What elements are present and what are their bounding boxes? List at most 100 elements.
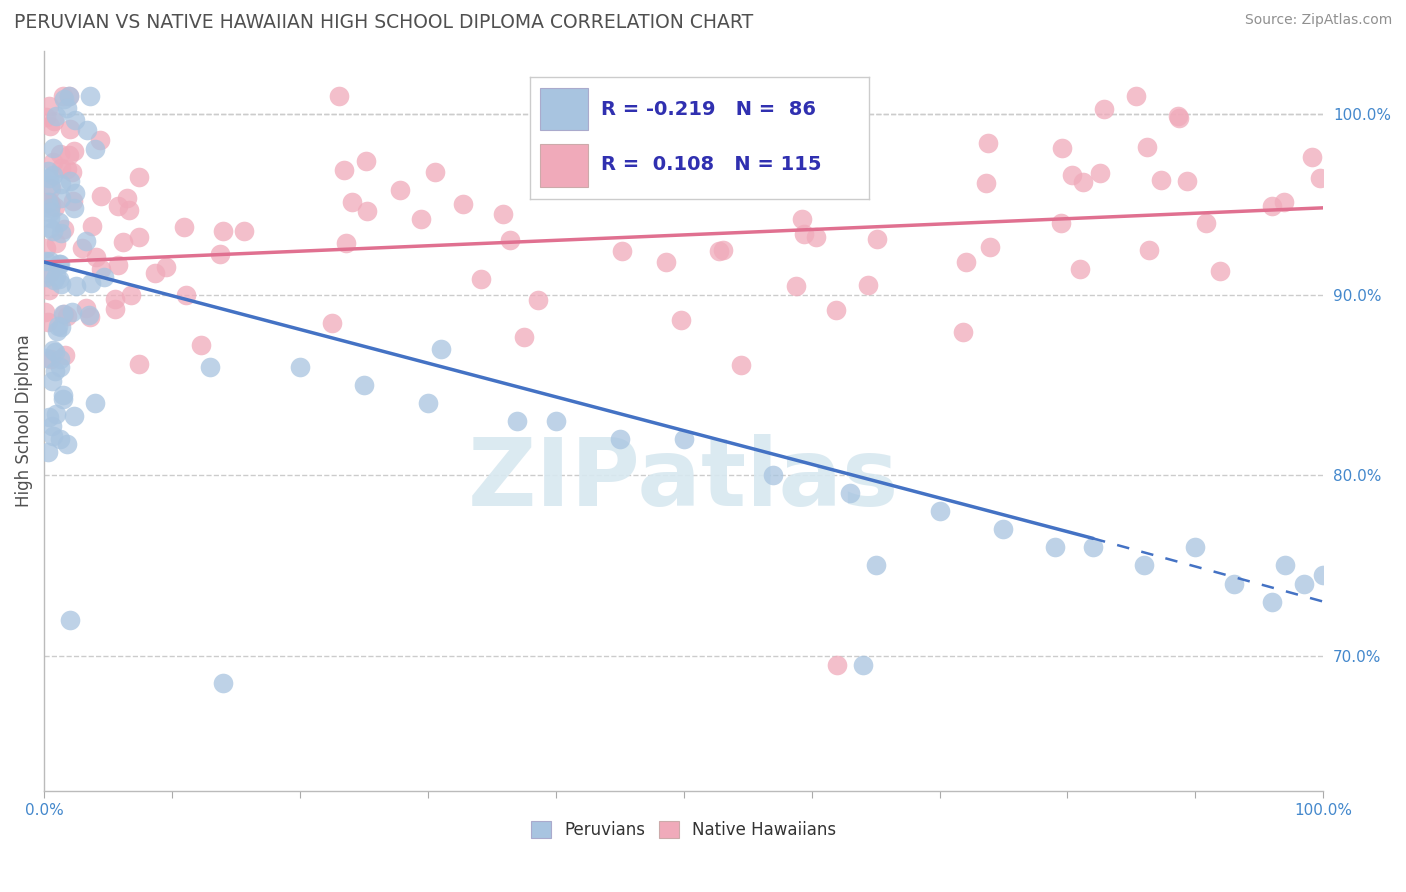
Point	[526, 293, 548, 308]
Point	[143, 266, 166, 280]
Point	[1125, 88, 1147, 103]
Point	[56, 101, 79, 115]
Point	[49, 191, 72, 205]
Point	[979, 240, 1001, 254]
Point	[63, 113, 86, 128]
Point	[51, 392, 73, 406]
Point	[200, 359, 222, 374]
Point	[79, 310, 101, 324]
Point	[775, 137, 797, 152]
Point	[49, 320, 72, 334]
Point	[76, 123, 98, 137]
Point	[416, 396, 439, 410]
Point	[711, 244, 734, 258]
Point	[52, 88, 75, 103]
Point	[65, 186, 87, 200]
Point	[62, 409, 84, 423]
Point	[56, 162, 79, 177]
Point	[155, 260, 177, 275]
Point	[614, 140, 637, 154]
Point	[173, 219, 195, 234]
Point	[128, 357, 150, 371]
Point	[1261, 199, 1284, 213]
Point	[333, 162, 356, 177]
Point	[45, 269, 67, 284]
Point	[39, 119, 62, 133]
Point	[111, 235, 134, 249]
Point	[89, 133, 111, 147]
Point	[53, 348, 76, 362]
Point	[39, 194, 62, 209]
Point	[42, 273, 65, 287]
Point	[1168, 111, 1191, 125]
Point	[825, 657, 848, 672]
Point	[669, 313, 692, 327]
Point	[423, 165, 446, 179]
Point	[174, 288, 197, 302]
Point	[790, 211, 813, 226]
Point	[70, 241, 93, 255]
Point	[45, 407, 67, 421]
Point	[65, 278, 87, 293]
Point	[513, 330, 536, 344]
Point	[55, 437, 77, 451]
Point	[1195, 216, 1218, 230]
Point	[104, 301, 127, 316]
Point	[34, 305, 56, 319]
Point	[411, 211, 433, 226]
Point	[856, 277, 879, 292]
Point	[38, 196, 60, 211]
Point	[1272, 194, 1295, 209]
Point	[107, 258, 129, 272]
Point	[39, 266, 62, 280]
Point	[59, 613, 82, 627]
Point	[52, 307, 75, 321]
Point	[84, 396, 107, 410]
Point	[90, 261, 112, 276]
Point	[1136, 140, 1159, 154]
Point	[104, 292, 127, 306]
Point	[1137, 243, 1160, 257]
Point	[128, 229, 150, 244]
Point	[35, 110, 58, 124]
Point	[41, 169, 63, 183]
Point	[1050, 216, 1073, 230]
Point	[321, 316, 343, 330]
Point	[429, 342, 451, 356]
Point	[804, 230, 827, 244]
Point	[1043, 541, 1066, 555]
Point	[354, 153, 377, 168]
Point	[1222, 576, 1244, 591]
Point	[49, 257, 72, 271]
Point	[62, 194, 84, 208]
Point	[80, 219, 103, 233]
Point	[120, 288, 142, 302]
Point	[1274, 558, 1296, 573]
Point	[38, 204, 60, 219]
Point	[58, 88, 80, 103]
Point	[328, 88, 350, 103]
Point	[37, 315, 59, 329]
Point	[48, 359, 70, 374]
Point	[288, 359, 311, 374]
Point	[58, 148, 80, 162]
Point	[53, 221, 76, 235]
Point	[451, 197, 474, 211]
Point	[37, 194, 59, 209]
Point	[79, 88, 101, 103]
Point	[51, 277, 73, 292]
Point	[793, 227, 815, 241]
Point	[45, 324, 67, 338]
Point	[48, 257, 70, 271]
Point	[825, 302, 848, 317]
Point	[609, 432, 631, 446]
Point	[44, 201, 66, 215]
Point	[39, 211, 62, 226]
Point	[852, 657, 875, 672]
Point	[730, 358, 752, 372]
Point	[38, 171, 60, 186]
Point	[41, 374, 63, 388]
Point	[211, 224, 233, 238]
Point	[1050, 141, 1073, 155]
Point	[1294, 576, 1316, 591]
